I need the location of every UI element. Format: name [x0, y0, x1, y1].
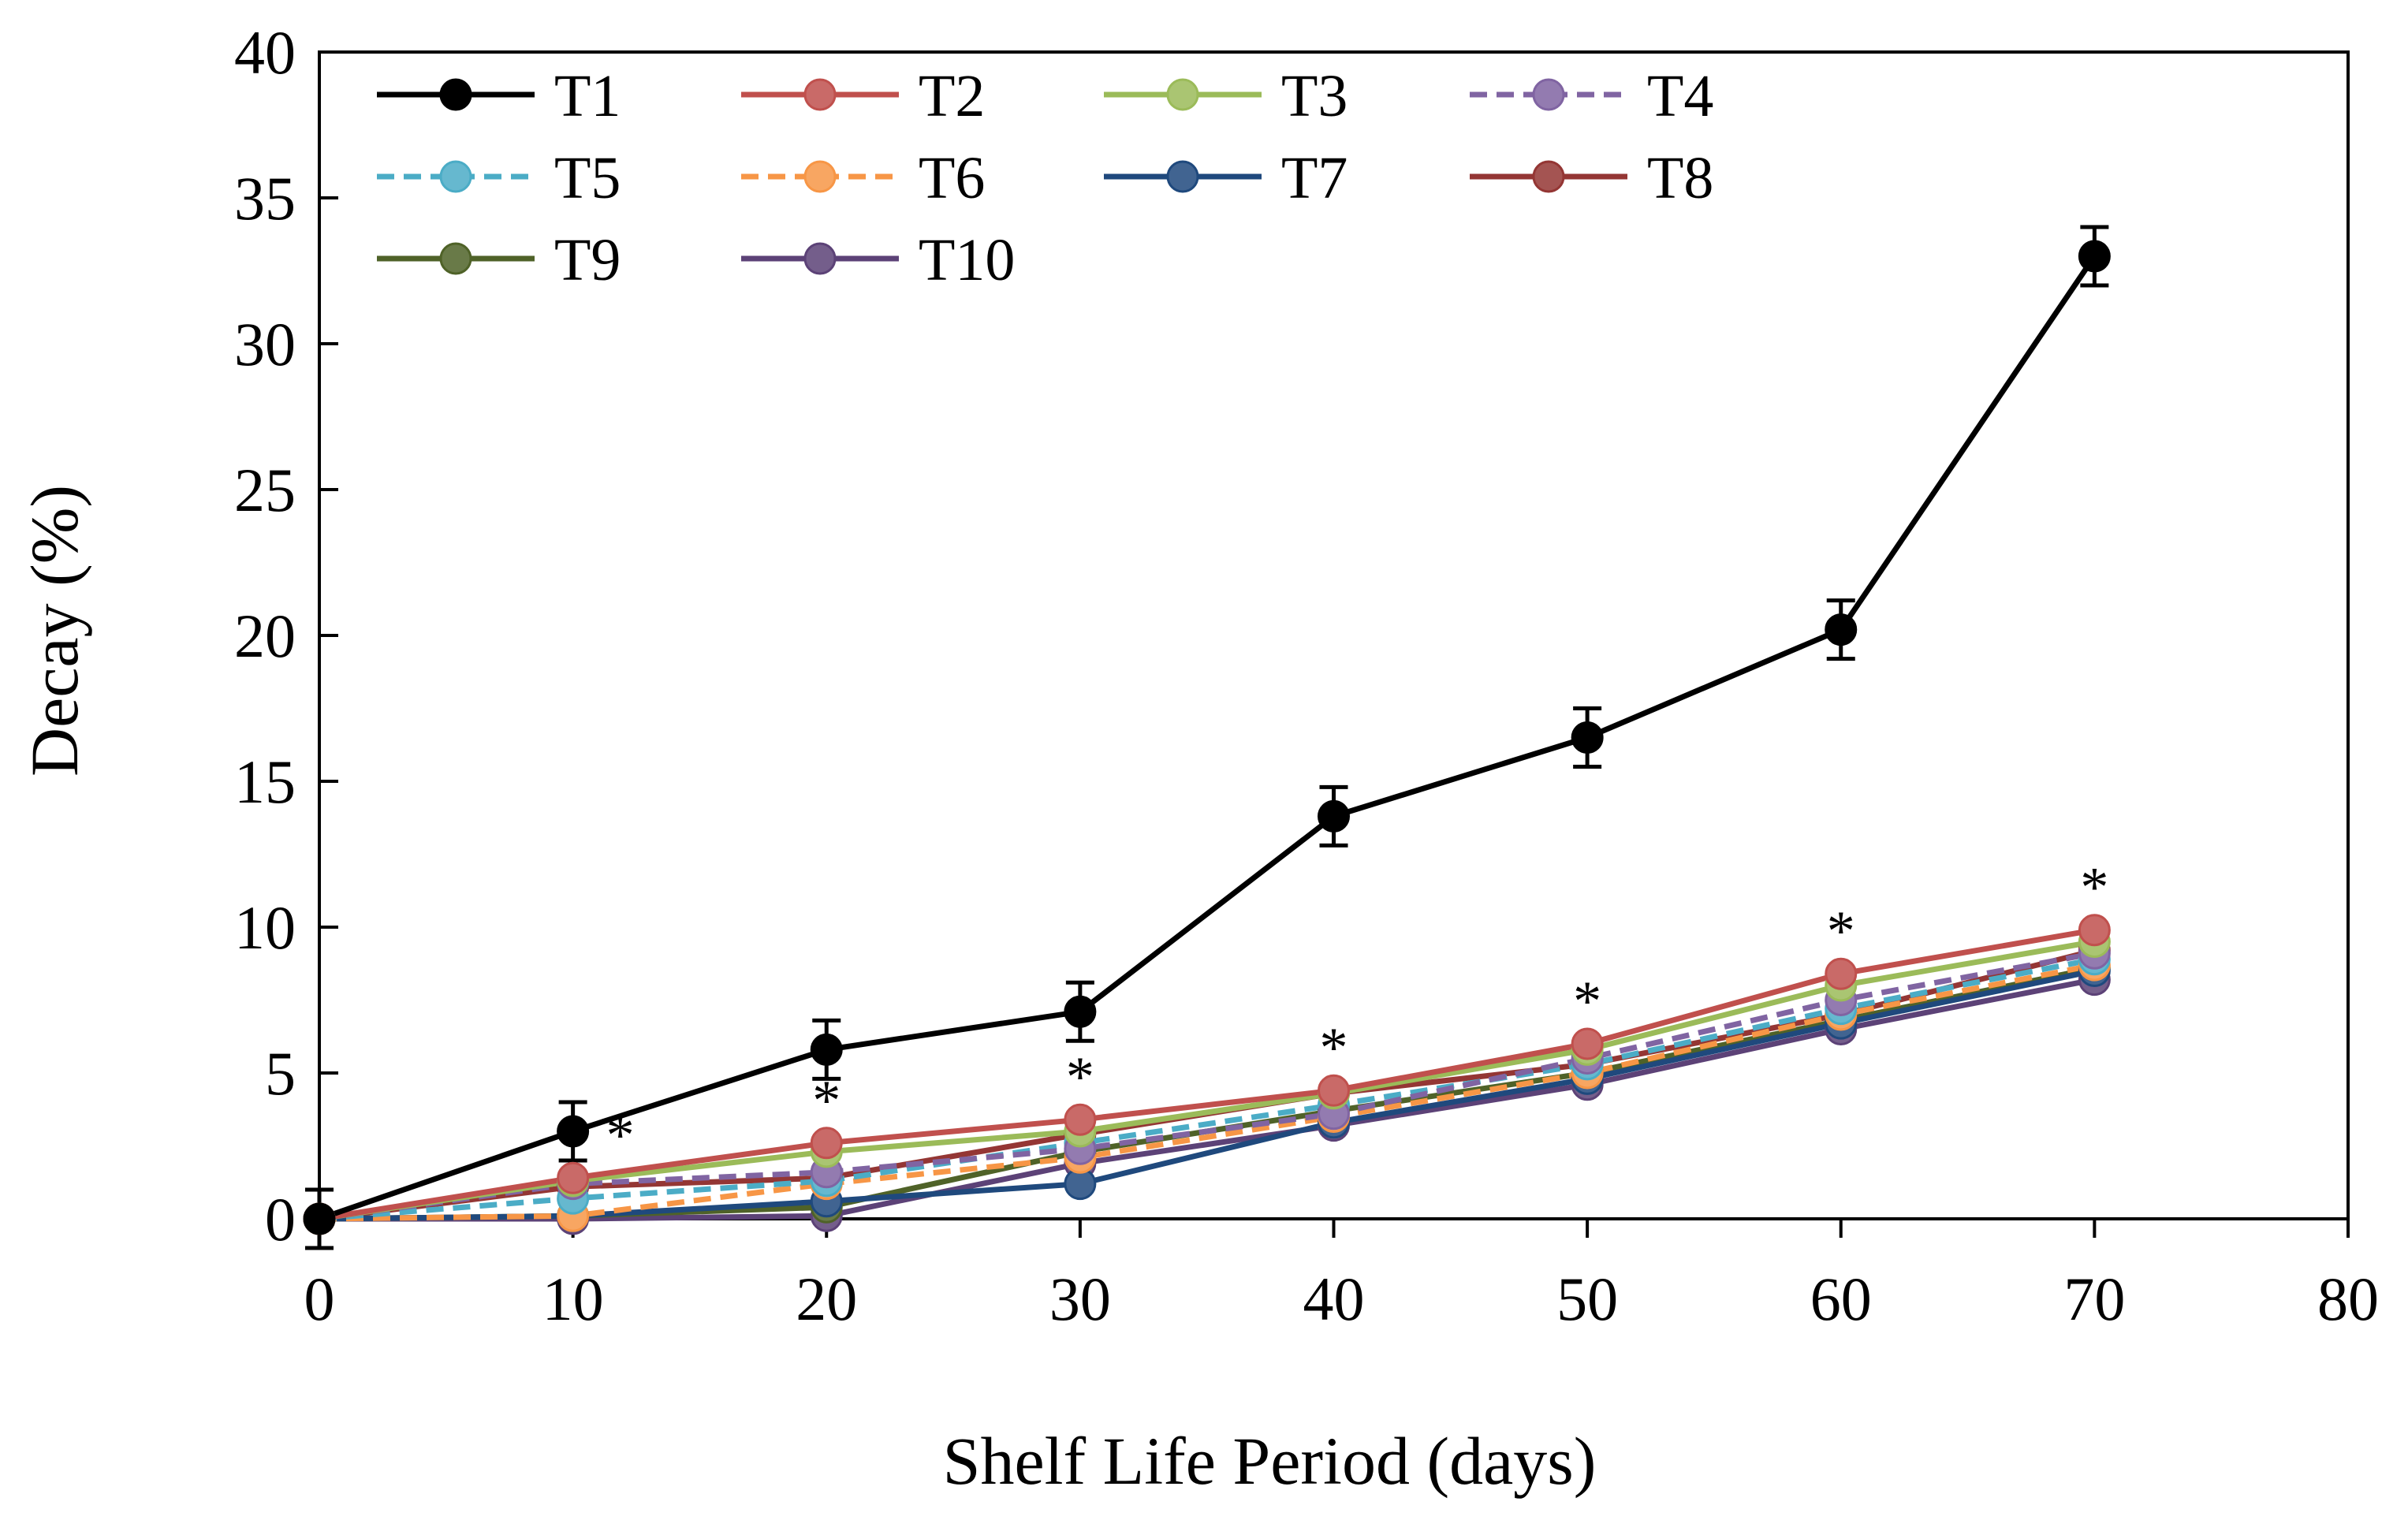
y-tick-label: 5	[265, 1039, 296, 1108]
legend-marker-t1	[439, 78, 472, 111]
legend-label-t7: T7	[1281, 145, 1348, 211]
y-tick-label: 30	[234, 310, 296, 378]
legend-label-t1: T1	[554, 63, 621, 129]
legend-label-t5: T5	[554, 145, 621, 211]
legend-marker-t9	[439, 242, 472, 275]
series-line-t4	[319, 950, 2096, 1222]
legend: T1 T2 T3 T4 T5 T6 T7 T8 T9 T10	[377, 63, 1713, 293]
data-point-t2	[1318, 1074, 1350, 1107]
x-tick-label: 50	[1556, 1265, 1618, 1333]
legend-marker-t2	[803, 78, 837, 111]
error-bars	[305, 225, 2109, 1250]
significance-star: *	[1320, 1016, 1348, 1079]
legend-marker-t3	[1166, 78, 1199, 111]
y-tick-label: 40	[234, 18, 296, 87]
series-line-t7	[319, 968, 2096, 1222]
data-point-t1	[1571, 721, 1604, 754]
series-markers	[303, 240, 2111, 1235]
significance-star: *	[1573, 970, 1601, 1033]
data-point-t1	[1064, 995, 1097, 1028]
legend-marker-t10	[803, 242, 837, 275]
data-point-t2	[1825, 957, 1858, 990]
x-tick-label: 20	[796, 1265, 857, 1333]
data-point-t2	[2078, 914, 2111, 947]
y-tick-label: 35	[234, 164, 296, 233]
data-point-t2	[557, 1161, 590, 1194]
significance-star: *	[1066, 1045, 1094, 1108]
legend-marker-t5	[439, 160, 472, 193]
y-tick-label: 25	[234, 456, 296, 524]
data-point-t1	[303, 1202, 336, 1235]
x-tick-label: 70	[2063, 1265, 2125, 1333]
x-tick-label: 80	[2317, 1265, 2379, 1333]
legend-marker-t4	[1532, 78, 1565, 111]
legend-label-t3: T3	[1281, 63, 1348, 129]
legend-label-t2: T2	[919, 63, 985, 129]
y-axis-title: Decay (%)	[17, 485, 92, 777]
series-line-t6	[319, 962, 2096, 1222]
legend-label-t6: T6	[919, 145, 985, 211]
series-line-t3	[319, 939, 2095, 1222]
legend-label-t10: T10	[919, 227, 1015, 293]
series-lines	[318, 255, 2097, 1222]
significance-star: *	[2080, 856, 2108, 919]
legend-label-t4: T4	[1647, 63, 1713, 129]
data-point-t2	[1064, 1103, 1097, 1136]
x-tick-label: 0	[304, 1265, 335, 1333]
legend-label-t9: T9	[554, 227, 621, 293]
legend-marker-t7	[1166, 160, 1199, 193]
significance-markers: * * * * * * *	[606, 856, 2109, 1168]
data-point-t1	[557, 1115, 590, 1148]
y-tick-label: 10	[234, 893, 296, 962]
significance-star: *	[1827, 900, 1855, 963]
series-line-t5	[319, 956, 2096, 1222]
x-axis-title: Shelf Life Period (days)	[943, 1423, 1597, 1499]
x-tick-label: 30	[1049, 1265, 1111, 1333]
legend-marker-t6	[803, 160, 837, 193]
legend-marker-t8	[1532, 160, 1565, 193]
series-line-t2	[319, 927, 2095, 1222]
y-tick-label: 0	[265, 1185, 296, 1254]
significance-star: *	[606, 1104, 635, 1167]
x-tick-label: 10	[542, 1265, 604, 1333]
series-line-t10	[319, 977, 2096, 1222]
data-point-t2	[810, 1127, 843, 1160]
y-tick-label: 20	[234, 602, 296, 670]
legend-label-t8: T8	[1647, 145, 1713, 211]
data-point-t1	[810, 1033, 843, 1066]
data-point-t1	[2078, 240, 2111, 273]
data-point-t1	[1825, 613, 1858, 646]
significance-star: *	[812, 1069, 841, 1132]
data-point-t2	[1571, 1027, 1604, 1060]
series-line-t1	[318, 255, 2097, 1222]
x-tick-label: 60	[1810, 1265, 1872, 1333]
data-point-t1	[1318, 799, 1350, 833]
x-tick-label: 40	[1303, 1265, 1365, 1333]
tick-labels: 0 5 10 15 20 25 30 35 40 0 10 20 30 40 50 60 70 80	[234, 18, 2379, 1333]
y-tick-label: 15	[234, 747, 296, 816]
